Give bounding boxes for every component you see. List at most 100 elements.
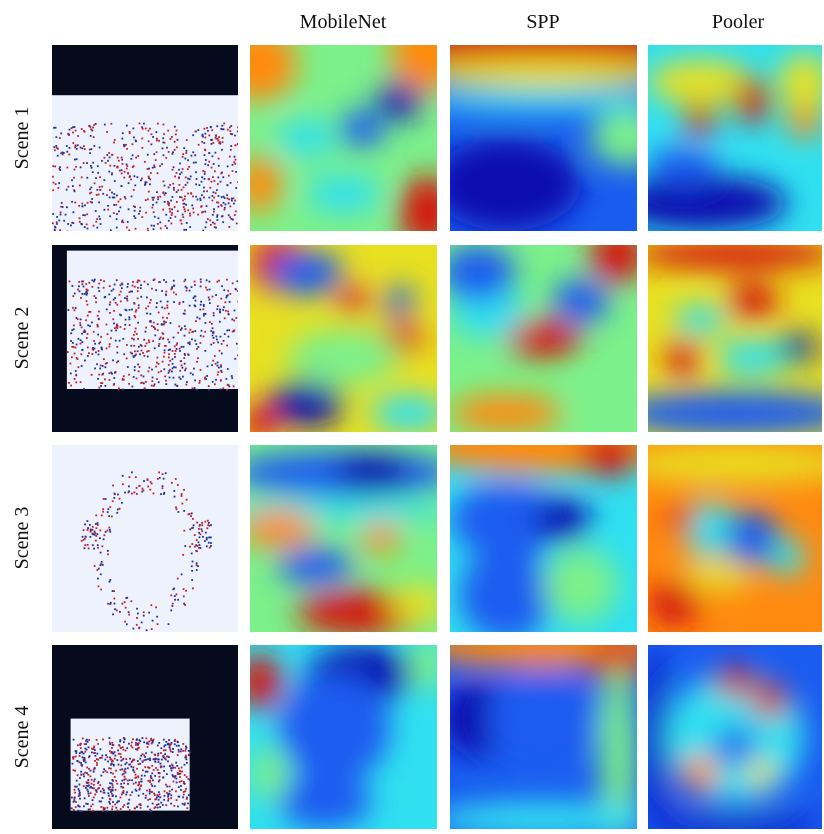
event-dot <box>88 793 90 795</box>
event-dot <box>157 753 159 755</box>
event-dot <box>124 171 126 173</box>
event-dot <box>77 810 79 812</box>
event-dot <box>227 368 229 370</box>
event-dot <box>177 806 179 808</box>
event-dot <box>151 133 153 135</box>
event-dot <box>172 169 174 171</box>
event-dot <box>141 178 143 180</box>
event-dot <box>101 561 103 563</box>
event-dot <box>132 128 134 130</box>
event-dot <box>203 336 205 338</box>
event-dot <box>111 516 113 518</box>
event-dot <box>165 749 167 751</box>
event-dot <box>119 170 121 172</box>
event-dot <box>186 758 188 760</box>
event-dot <box>213 315 215 317</box>
event-dot <box>74 789 76 791</box>
event-dot <box>137 297 139 299</box>
event-dot <box>197 129 199 131</box>
event-dot <box>82 349 84 351</box>
event-dot <box>181 364 183 366</box>
event-dot <box>94 794 96 796</box>
event-dot <box>187 182 189 184</box>
event-dot <box>197 346 199 348</box>
event-dot <box>174 599 176 601</box>
event-dot <box>179 770 181 772</box>
event-dot <box>88 795 90 797</box>
event-dot <box>137 776 139 778</box>
event-dot <box>166 227 168 229</box>
event-dot <box>225 378 227 380</box>
event-dot <box>149 302 151 304</box>
event-dot <box>82 738 84 740</box>
blob <box>241 404 278 441</box>
event-dot <box>238 347 240 349</box>
event-dot <box>99 537 101 539</box>
event-dot <box>199 544 201 546</box>
event-dot <box>147 746 149 748</box>
event-dot <box>91 748 93 750</box>
event-dot <box>112 613 114 615</box>
event-dot <box>171 770 173 772</box>
event-dot <box>192 134 194 136</box>
event-dot <box>119 745 121 747</box>
event-dot <box>174 743 176 745</box>
event-dot <box>134 807 136 809</box>
event-dot <box>92 526 94 528</box>
event-dot <box>103 808 105 810</box>
event-dot <box>91 322 93 324</box>
event-dot <box>112 779 114 781</box>
event-dot <box>75 806 77 808</box>
event-dot <box>184 208 186 210</box>
event-dot <box>229 156 231 158</box>
event-dot <box>159 338 161 340</box>
event-dot <box>164 345 166 347</box>
event-dot <box>183 588 185 590</box>
event-dot <box>158 471 160 473</box>
event-dot <box>196 316 198 318</box>
event-dot <box>87 779 89 781</box>
event-dot <box>115 789 117 791</box>
event-dot <box>170 797 172 799</box>
event-dot <box>162 485 164 487</box>
event-dot <box>164 185 166 187</box>
event-dot <box>75 381 77 383</box>
event-dot <box>211 143 213 145</box>
event-dot <box>153 769 155 771</box>
event-dot <box>197 214 199 216</box>
event-dot <box>159 165 161 167</box>
event-dot <box>69 363 71 365</box>
event-dot <box>157 807 159 809</box>
event-dot <box>117 750 119 752</box>
event-dot <box>145 737 147 739</box>
event-dot <box>128 799 130 801</box>
event-dot <box>174 739 176 741</box>
event-dot <box>236 223 238 225</box>
event-dot <box>154 278 156 280</box>
event-dot <box>153 164 155 166</box>
event-dot <box>128 208 130 210</box>
event-dot <box>81 281 83 283</box>
event-dot <box>161 163 163 165</box>
event-dot <box>79 743 81 745</box>
event-dot <box>179 303 181 305</box>
event-dot <box>87 544 89 546</box>
event-dot <box>116 218 118 220</box>
event-dot <box>78 784 80 786</box>
event-dot <box>94 348 96 350</box>
event-dot <box>95 514 97 516</box>
event-dot <box>132 760 134 762</box>
event-dot <box>104 759 106 761</box>
event-dot <box>91 779 93 781</box>
event-dot <box>130 179 132 181</box>
event-dot <box>160 747 162 749</box>
event-dot <box>112 500 114 502</box>
event-dot <box>112 154 114 156</box>
event-dot <box>182 156 184 158</box>
event-dot <box>191 527 193 529</box>
event-dot <box>144 181 146 183</box>
event-dot <box>201 181 203 183</box>
event-dot <box>185 328 187 330</box>
event-dot <box>177 578 179 580</box>
event-dot <box>136 768 138 770</box>
